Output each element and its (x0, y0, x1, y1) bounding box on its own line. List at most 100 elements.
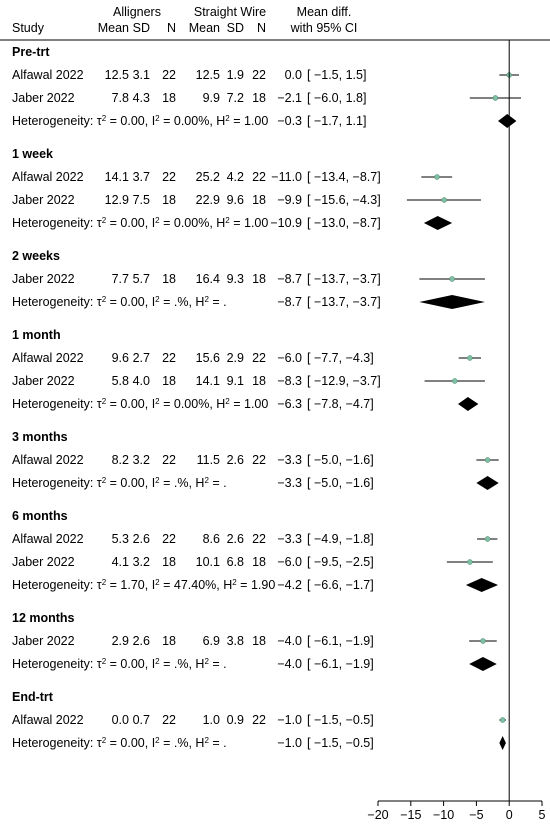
study-point (434, 174, 440, 180)
cell-mean1: 5.8 (112, 374, 129, 388)
x-tick-label: −20 (367, 808, 388, 822)
cell-sd2: 2.6 (227, 453, 244, 467)
cell-mean2: 22.9 (196, 193, 220, 207)
cell-mean1: 4.1 (112, 555, 129, 569)
study-point (467, 355, 473, 361)
cell-mean2: 15.6 (196, 351, 220, 365)
study-point (452, 378, 458, 384)
pooled-confidence-interval: [ −13.0, −8.7] (307, 216, 381, 230)
cell-n1: 22 (162, 532, 176, 546)
cell-mean1: 0.0 (112, 713, 129, 727)
study-name: Jaber 2022 (12, 91, 75, 105)
cell-n2: 18 (252, 555, 266, 569)
cell-mean1: 12.5 (105, 68, 129, 82)
confidence-interval: [ −15.6, −4.3] (307, 193, 381, 207)
cell-mean1: 8.2 (112, 453, 129, 467)
confidence-interval: [ −6.0, 1.8] (307, 91, 366, 105)
pooled-effect-size: −8.7 (277, 295, 302, 309)
group-label: 2 weeks (12, 249, 60, 263)
study-point (499, 717, 506, 723)
cell-n1: 18 (162, 374, 176, 388)
group-label: 3 months (12, 430, 68, 444)
cell-sd1: 2.6 (133, 532, 150, 546)
pooled-effect-size: −0.3 (277, 114, 302, 128)
cell-mean1: 14.1 (105, 170, 129, 184)
cell-sd2: 9.1 (227, 374, 244, 388)
effect-size: −8.7 (277, 272, 302, 286)
stat-header-sd2: SD (227, 21, 244, 35)
cell-n1: 22 (162, 68, 176, 82)
effect-size: −6.0 (277, 351, 302, 365)
cell-mean1: 9.6 (112, 351, 129, 365)
cell-n2: 22 (252, 453, 266, 467)
study-name: Alfawal 2022 (12, 170, 84, 184)
study-point (449, 276, 455, 282)
pooled-confidence-interval: [ −6.1, −1.9] (307, 657, 374, 671)
effect-size: −11.0 (271, 170, 302, 184)
cell-sd2: 2.9 (227, 351, 244, 365)
cell-mean2: 1.0 (203, 713, 220, 727)
cell-n2: 18 (252, 91, 266, 105)
cell-mean1: 12.9 (105, 193, 129, 207)
study-name: Jaber 2022 (12, 555, 75, 569)
group-label: 1 month (12, 328, 61, 342)
confidence-interval: [ −7.7, −4.3] (307, 351, 374, 365)
cell-mean2: 25.2 (196, 170, 220, 184)
ci-header: with 95% CI (290, 21, 358, 35)
cell-n2: 18 (252, 272, 266, 286)
study-name: Alfawal 2022 (12, 351, 84, 365)
cell-n1: 18 (162, 634, 176, 648)
confidence-interval: [ −6.1, −1.9] (307, 634, 374, 648)
x-tick-label: −5 (469, 808, 483, 822)
cell-mean2: 8.6 (203, 532, 220, 546)
study-name: Alfawal 2022 (12, 713, 84, 727)
cell-n1: 18 (162, 91, 176, 105)
pooled-diamond (419, 295, 485, 309)
confidence-interval: [ −9.5, −2.5] (307, 555, 374, 569)
cell-sd1: 3.2 (133, 555, 150, 569)
cell-sd2: 0.9 (227, 713, 244, 727)
study-column-header: Study (12, 21, 45, 35)
study-name: Jaber 2022 (12, 374, 75, 388)
cell-n1: 22 (162, 713, 176, 727)
cell-mean2: 9.9 (203, 91, 220, 105)
pooled-effect-size: −6.3 (277, 397, 302, 411)
heterogeneity-stats: Heterogeneity: τ2 = 0.00, I2 = .%, H2 = … (12, 736, 227, 751)
pooled-confidence-interval: [ −7.8, −4.7] (307, 397, 374, 411)
pooled-effect-size: −1.0 (277, 736, 302, 750)
cell-sd1: 0.7 (133, 713, 150, 727)
confidence-interval: [ −13.7, −3.7] (307, 272, 381, 286)
effect-size: −3.3 (277, 453, 302, 467)
pooled-effect-size: −3.3 (277, 476, 302, 490)
study-point (484, 536, 491, 542)
study-point (467, 559, 473, 565)
cell-mean1: 5.3 (112, 532, 129, 546)
group-label: End-trt (12, 690, 54, 704)
study-point (484, 457, 491, 463)
cell-mean2: 11.5 (197, 453, 220, 467)
pooled-confidence-interval: [ −6.6, −1.7] (307, 578, 374, 592)
cell-n2: 22 (252, 713, 266, 727)
cell-mean2: 16.4 (196, 272, 220, 286)
cell-sd2: 4.2 (227, 170, 244, 184)
cell-n1: 18 (162, 272, 176, 286)
effect-size: −2.1 (277, 91, 302, 105)
confidence-interval: [ −13.4, −8.7] (307, 170, 381, 184)
group2-header: Straight Wire (194, 5, 266, 19)
cell-sd2: 7.2 (227, 91, 244, 105)
pooled-effect-size: −4.0 (277, 657, 302, 671)
effect-size: 0.0 (285, 68, 302, 82)
confidence-interval: [ −4.9, −1.8] (307, 532, 374, 546)
study-point (480, 638, 486, 644)
cell-n2: 18 (252, 374, 266, 388)
cell-sd2: 2.6 (227, 532, 244, 546)
cell-n1: 22 (162, 351, 176, 365)
effect-size: −9.9 (277, 193, 302, 207)
cell-mean2: 12.5 (196, 68, 220, 82)
table-rows: Pre-trt Alfawal 2022 12.5 3.1 22 12.5 1.9 22 0.0… (12, 45, 381, 750)
study-name: Alfawal 2022 (12, 453, 84, 467)
heterogeneity-stats: Heterogeneity: τ2 = 0.00, I2 = 0.00%, H2… (12, 114, 268, 129)
group-label: Pre-trt (12, 45, 50, 59)
table-header: Study Alligners Straight Wire Mean diff.… (12, 5, 357, 35)
